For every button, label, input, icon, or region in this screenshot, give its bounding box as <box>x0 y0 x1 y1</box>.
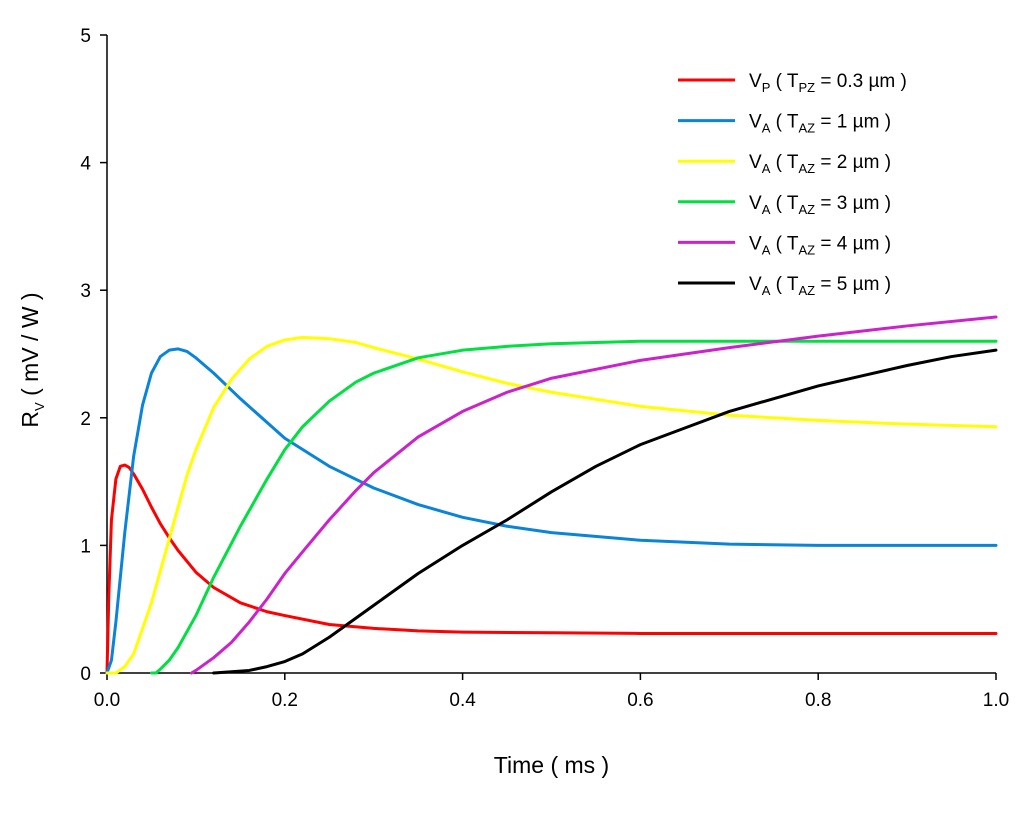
x-tick-label: 0.2 <box>272 690 298 711</box>
y-tick-label: 4 <box>80 154 91 175</box>
x-tick-label: 0.6 <box>627 690 653 711</box>
x-tick-label: 0.0 <box>94 690 120 711</box>
legend-label-6: VA ( TAZ = 5 µm ) <box>749 274 891 298</box>
legend-label-1: VP ( TPZ = 0.3 µm ) <box>749 71 907 95</box>
series-line-5 <box>189 315 998 675</box>
y-tick-label: 2 <box>80 409 91 430</box>
plot-frame <box>106 35 996 674</box>
x-tick-label: 1.0 <box>983 690 1009 711</box>
y-axis-title-main: R <box>17 411 43 428</box>
series-line-1 <box>105 463 998 675</box>
y-tick-label: 5 <box>80 26 91 47</box>
y-axis-ticks: 0 1 2 3 4 5 <box>80 26 107 685</box>
y-axis-title-rest: ( mV / W ) <box>17 292 43 402</box>
y-tick-label: 0 <box>80 664 91 685</box>
legend-label-5: VA ( TAZ = 4 µm ) <box>749 233 891 257</box>
legend-label-2: VA ( TAZ = 1 µm ) <box>749 112 891 136</box>
x-tick-label: 0.8 <box>805 690 831 711</box>
series-line-2 <box>105 347 998 675</box>
series-line-4 <box>149 339 998 675</box>
x-tick-label: 0.4 <box>449 690 476 711</box>
series-line-6 <box>212 348 998 675</box>
series-lines <box>105 315 998 675</box>
y-tick-label: 3 <box>80 281 91 302</box>
y-axis-title-sub: V <box>32 402 47 411</box>
legend-label-3: VA ( TAZ = 2 µm ) <box>749 152 891 176</box>
x-axis-ticks: 0.0 0.2 0.4 0.6 0.8 1.0 <box>94 673 1009 711</box>
y-tick-label: 1 <box>80 536 91 557</box>
y-axis-title: RV ( mV / W ) <box>17 292 47 427</box>
series-line-3 <box>105 335 998 675</box>
legend-label-4: VA ( TAZ = 3 µm ) <box>749 193 891 217</box>
legend: VP ( TPZ = 0.3 µm ) VA ( TAZ = 1 µm ) VA (… <box>678 71 907 298</box>
x-axis-title: Time ( ms ) <box>494 752 609 778</box>
